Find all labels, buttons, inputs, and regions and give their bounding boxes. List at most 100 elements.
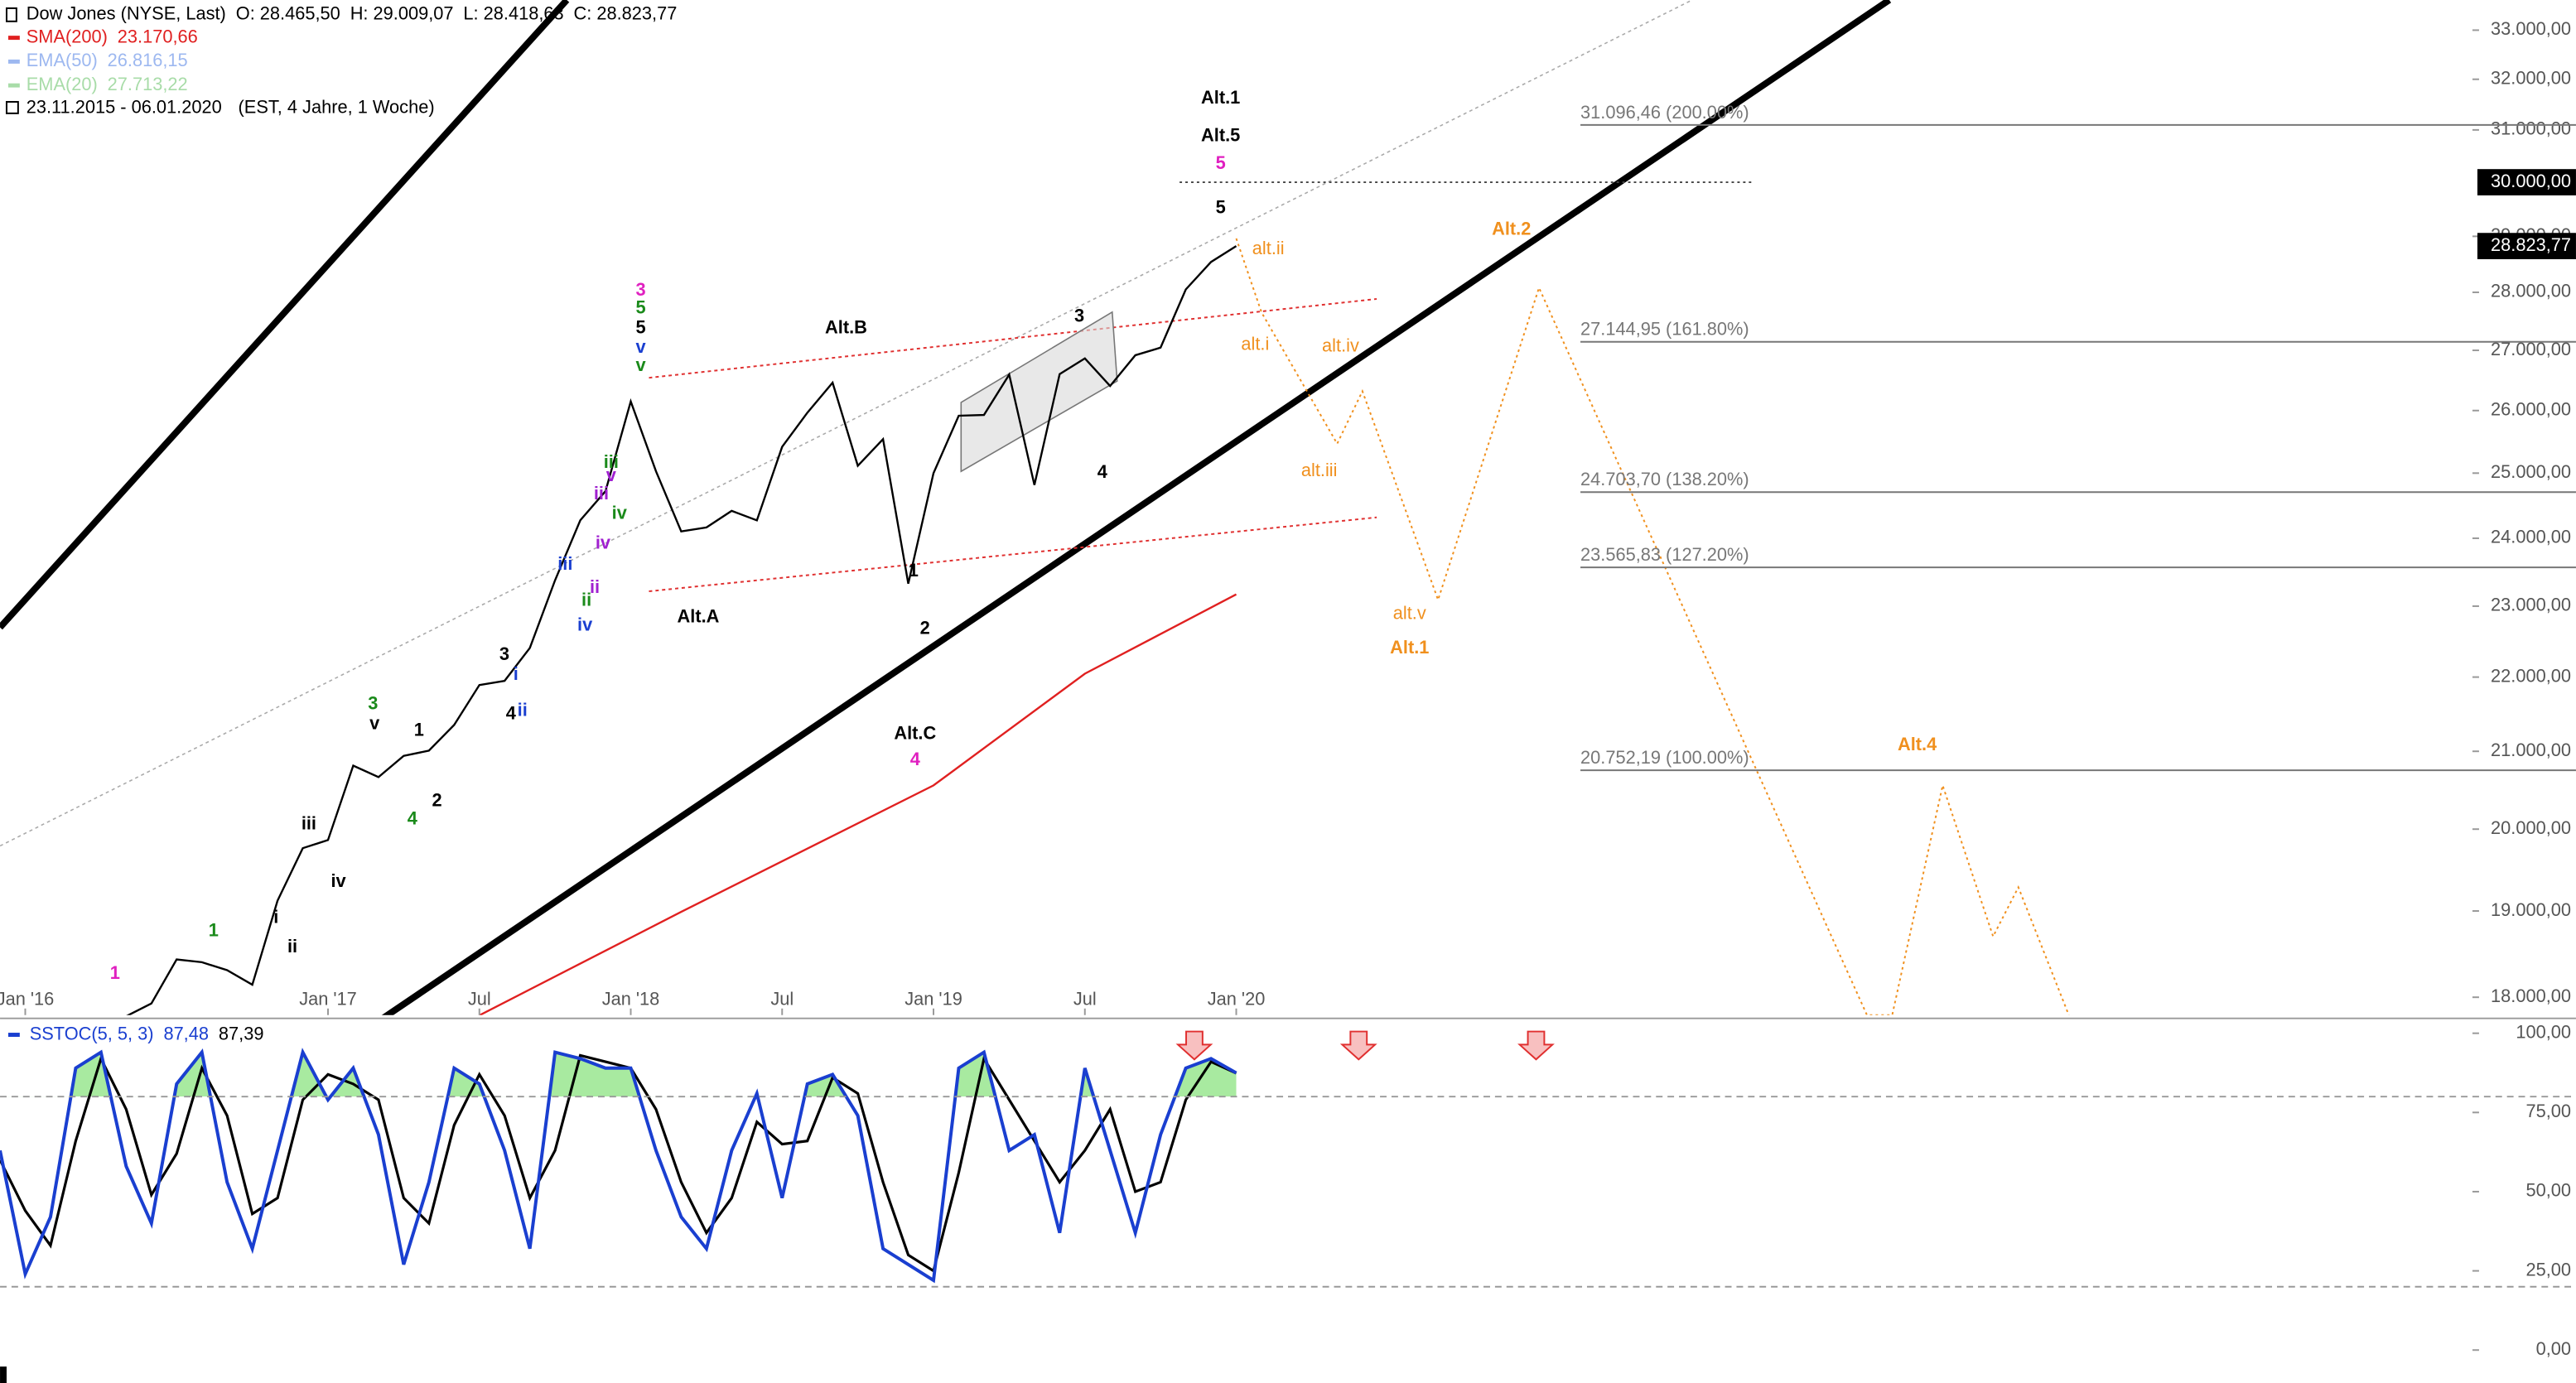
- channel-box: [960, 311, 1118, 473]
- y-tick-label: 100,00: [2516, 1021, 2571, 1042]
- x-tick-label: Jan '20: [1208, 989, 1266, 1010]
- wave-label: alt.i: [1241, 333, 1269, 354]
- y-tick-label: 32.000,00: [2491, 67, 2571, 88]
- stoch-pane: [0, 1048, 1237, 1284]
- fib-label: 24.703,70 (138.20%): [1580, 469, 1749, 489]
- period-info: (EST, 4 Jahre, 1 Woche): [239, 97, 435, 118]
- wave-label: 1: [414, 719, 424, 740]
- fib-label: 23.565,83 (127.20%): [1580, 544, 1749, 565]
- wave-label: alt.ii: [1252, 238, 1285, 258]
- x-tick-label: Jan '19: [904, 989, 962, 1010]
- y-tick-label: 50,00: [2525, 1180, 2571, 1201]
- price-badge: [2477, 169, 2576, 195]
- y-tick-label: 26.000,00: [2491, 399, 2571, 420]
- y-tick-label: 0,00: [2536, 1338, 2571, 1359]
- y-tick-label: 19.000,00: [2491, 899, 2571, 920]
- series-line: [479, 593, 1237, 1015]
- y-tick-label: 28.000,00: [2491, 281, 2571, 301]
- wave-label: v: [369, 712, 380, 733]
- series-line: [1235, 238, 2070, 1015]
- arrow: [1517, 1030, 1555, 1061]
- x-tick-label: Jul: [468, 989, 491, 1010]
- wave-label: 5: [1216, 197, 1226, 218]
- overbought-fill: [0, 1052, 1237, 1097]
- y-tick-label: 20.000,00: [2491, 817, 2571, 838]
- stoch-title: SSTOC(5, 5, 3): [30, 1023, 154, 1043]
- wave-label: 3: [499, 643, 509, 664]
- x-tick-label: Jul: [770, 989, 794, 1010]
- wave-label: Alt.C: [894, 722, 936, 743]
- wave-label: i: [514, 663, 519, 684]
- wave-label: 5: [635, 297, 645, 318]
- wave-label: iii: [604, 451, 619, 472]
- wave-label: Alt.2: [1492, 218, 1531, 239]
- y-tick-label: 33.000,00: [2491, 18, 2571, 39]
- wave-label: Alt.1: [1390, 637, 1429, 658]
- legend-value: 23.170,66: [118, 26, 198, 46]
- wave-label: alt.iii: [1301, 460, 1338, 480]
- legend-name: SMA(200): [27, 26, 108, 46]
- wave-label: iv: [612, 503, 628, 523]
- wave-label: 5: [635, 316, 645, 337]
- wave-label: ii: [590, 576, 600, 597]
- price-pane: [126, 238, 2070, 1015]
- legend-name: EMA(20): [27, 74, 98, 94]
- wave-label: 5: [1216, 152, 1226, 173]
- fib-label: 31.096,46 (200.00%): [1580, 102, 1749, 123]
- trend-line: [649, 516, 1377, 593]
- header-icon: [5, 100, 19, 114]
- wave-label: Alt.5: [1201, 124, 1240, 145]
- legend-name: EMA(50): [27, 50, 98, 70]
- wave-label: iii: [557, 553, 572, 574]
- signal-arrows: [1175, 1030, 1555, 1061]
- channel-line: [0, 0, 570, 630]
- ohlc-value: H: 29.009,07: [350, 3, 454, 24]
- wave-label: ii: [518, 700, 528, 720]
- x-tick-label: Jan '18: [602, 989, 660, 1010]
- wave-label: 2: [432, 790, 442, 811]
- wave-label: 3: [635, 279, 645, 300]
- wave-label: v: [635, 354, 646, 375]
- ohlc-value: C: 28.823,77: [574, 3, 678, 24]
- wave-label: 1: [909, 560, 919, 581]
- wave-label: ii: [581, 590, 591, 610]
- stoch-value: 87,48: [163, 1023, 209, 1043]
- wave-label: iv: [331, 870, 347, 891]
- price-badge-label: 30.000,00: [2491, 171, 2571, 191]
- y-tick-label: 24.000,00: [2491, 527, 2571, 547]
- channel-line: [0, 0, 1693, 847]
- arrow: [1175, 1030, 1213, 1061]
- legend-value: 27.713,22: [108, 74, 188, 94]
- fib-label: 27.144,95 (161.80%): [1580, 319, 1749, 340]
- header: Dow Jones (NYSE, Last) O: 28.465,50 H: 29.…: [5, 3, 678, 118]
- price-badge: [2477, 233, 2576, 259]
- fib-label: 20.752,19 (100.00%): [1580, 747, 1749, 768]
- wave-label: 4: [408, 807, 417, 828]
- wave-label: 4: [506, 703, 516, 724]
- instrument: Dow Jones (NYSE, Last): [27, 3, 226, 24]
- y-tick-label: 22.000,00: [2491, 665, 2571, 686]
- wave-label: 1: [209, 919, 219, 940]
- y-tick-label: 18.000,00: [2491, 985, 2571, 1006]
- stoch-value: 87,39: [219, 1023, 264, 1043]
- series-line: [0, 1048, 1237, 1284]
- price-badge-label: 28.823,77: [2491, 234, 2571, 255]
- y-tick-label: 21.000,00: [2491, 740, 2571, 760]
- ohlc-value: L: 28.418,63: [463, 3, 563, 24]
- series-line: [126, 245, 1237, 1015]
- wave-label: 1: [110, 962, 120, 983]
- wave-label: Alt.1: [1201, 87, 1240, 108]
- y-tick-label: 25.000,00: [2491, 461, 2571, 482]
- y-tick-label: 25,00: [2525, 1259, 2571, 1279]
- wave-label: 4: [910, 749, 920, 769]
- wave-label: alt.v: [1393, 603, 1426, 624]
- wave-label: 3: [368, 693, 378, 714]
- legend-value: 26.816,15: [108, 50, 188, 70]
- wave-label: 3: [1074, 306, 1084, 326]
- y-tick-label: 75,00: [2525, 1101, 2571, 1121]
- wave-label: iv: [596, 532, 611, 552]
- y-tick-label: 31.000,00: [2491, 118, 2571, 139]
- arrow: [1339, 1030, 1377, 1061]
- wave-label: Alt.A: [678, 606, 720, 627]
